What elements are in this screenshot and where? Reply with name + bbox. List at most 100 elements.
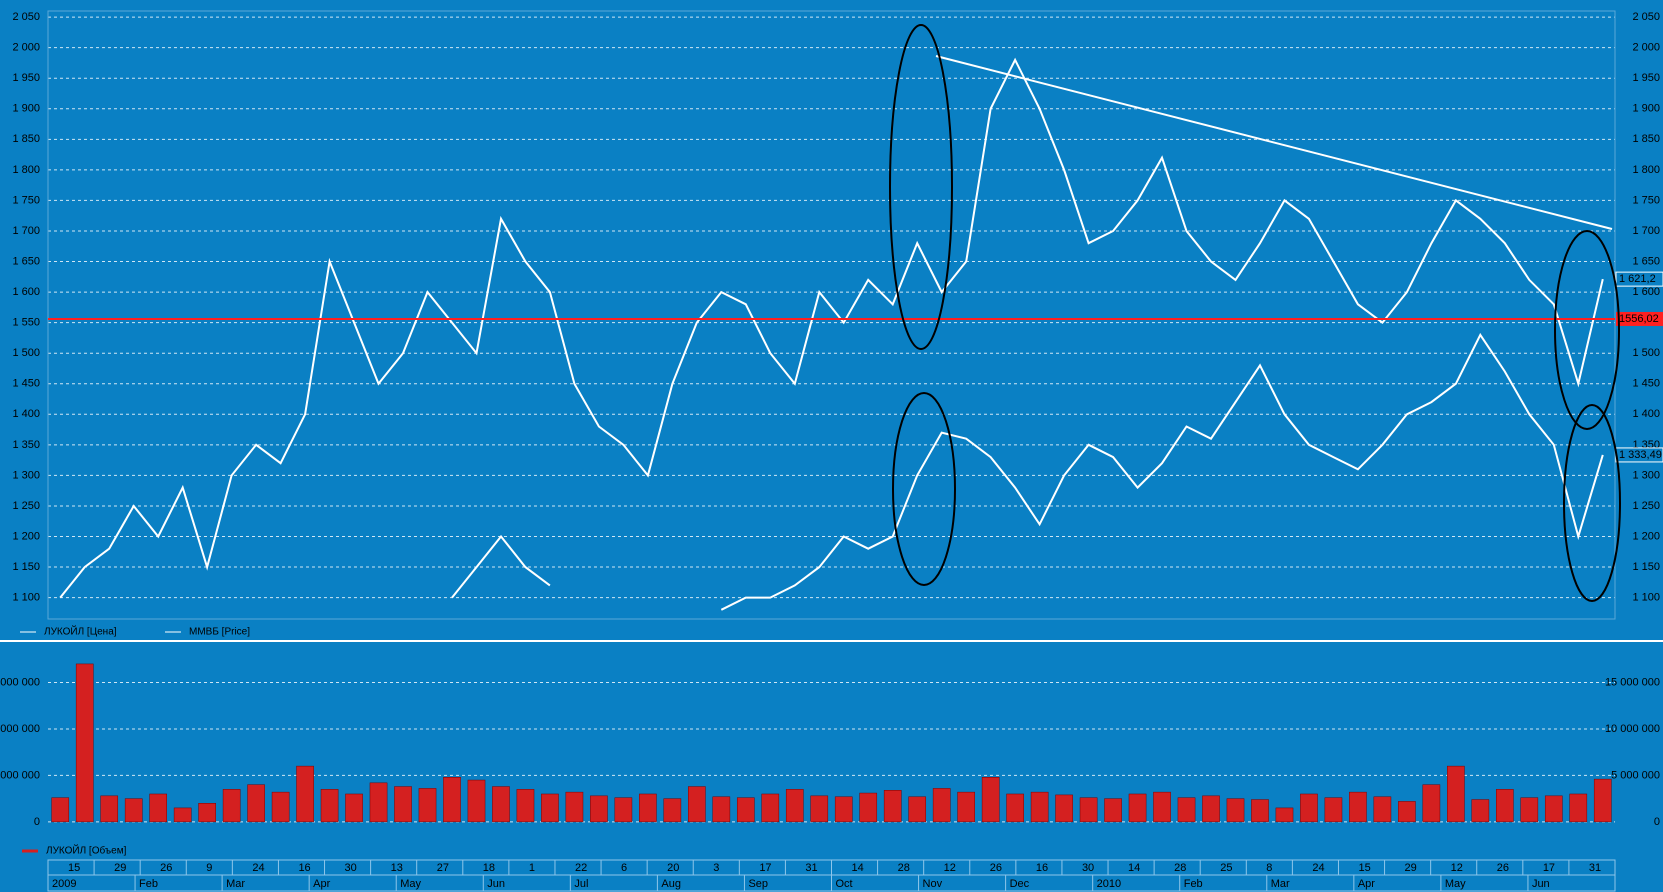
- plot-frame: [47, 10, 1616, 620]
- y-tick-label-right: 1 400: [1632, 408, 1660, 420]
- volume-bar: [1593, 778, 1612, 823]
- month-label: 2010: [1097, 878, 1121, 890]
- ellipse: [892, 392, 956, 586]
- day-label: 29: [1405, 862, 1417, 874]
- y-tick-label-right: 2 050: [1632, 11, 1660, 23]
- volume-bar: [394, 786, 412, 823]
- volume-bar: [614, 797, 633, 823]
- ellipse: [1554, 230, 1620, 430]
- day-label: 29: [114, 862, 126, 874]
- volume-bar: [1055, 794, 1073, 823]
- volume-bar: [859, 792, 878, 823]
- y-tick-label: 1 250: [12, 500, 40, 512]
- volume-bar: [198, 803, 216, 823]
- volume-bar: [345, 793, 363, 823]
- day-label: 20: [667, 862, 679, 874]
- volume-bar: [1006, 793, 1024, 823]
- volume-bar: [565, 791, 584, 823]
- y-tick-label-right: 15 000 000: [1605, 676, 1660, 688]
- y-tick-label-right: 1 900: [1632, 103, 1660, 115]
- month-label: 2009: [52, 878, 76, 890]
- y-tick-label: 1 950: [12, 72, 40, 84]
- y-tick-label-right: 10 000 000: [1605, 723, 1660, 735]
- y-tick-label-right: 5 000 000: [1611, 769, 1660, 781]
- volume-bar: [320, 789, 339, 823]
- day-label: 6: [621, 862, 627, 874]
- month-label: Apr: [1358, 878, 1375, 890]
- day-label: 22: [575, 862, 587, 874]
- day-label: 9: [206, 862, 212, 874]
- day-label: 31: [1589, 862, 1601, 874]
- y-tick-label-right: 1 950: [1632, 72, 1660, 84]
- day-label: 15: [1358, 862, 1370, 874]
- volume-bar: [688, 786, 706, 823]
- month-label: Dec: [1010, 878, 1030, 890]
- volume-bar: [1275, 807, 1294, 823]
- day-label: 16: [298, 862, 310, 874]
- y-tick-label: 2 050: [12, 11, 40, 23]
- month-label: Oct: [836, 878, 853, 890]
- day-label: 18: [483, 862, 495, 874]
- volume-bar: [932, 788, 951, 823]
- volume-bar: [1079, 797, 1098, 823]
- day-label: 12: [944, 862, 956, 874]
- day-label: 17: [759, 862, 771, 874]
- last-value-box: [1615, 271, 1663, 287]
- volume-bar: [516, 789, 535, 823]
- volume-bar: [761, 793, 780, 823]
- y-tick-label: 1 900: [12, 103, 40, 115]
- day-label: 13: [391, 862, 403, 874]
- volume-bar: [1104, 798, 1122, 823]
- volume-bar: [173, 807, 192, 823]
- volume-bar: [1447, 765, 1465, 823]
- volume-bar: [1128, 793, 1147, 823]
- y-tick-label: 1 550: [12, 317, 40, 329]
- volume-bar: [639, 793, 657, 823]
- legend-label: ММВБ [Price]: [189, 627, 250, 638]
- last-value-label: 1 621,2: [1619, 273, 1656, 285]
- y-tick-label-right: 1 750: [1632, 194, 1660, 206]
- y-tick-label: 1 750: [12, 194, 40, 206]
- month-label: Mar: [1271, 878, 1290, 890]
- y-tick-label: 1 700: [12, 225, 40, 237]
- y-tick-label: 1 150: [12, 561, 40, 573]
- ellipse: [889, 24, 953, 350]
- day-label: 25: [1220, 862, 1232, 874]
- day-label: 26: [990, 862, 1002, 874]
- month-label: May: [400, 878, 421, 890]
- volume-bar: [1520, 797, 1539, 823]
- y-tick-label: 1 800: [12, 164, 40, 176]
- month-label: Feb: [139, 878, 158, 890]
- y-tick-label: 1 300: [12, 469, 40, 481]
- volume-bar: [51, 797, 70, 823]
- volume-bar: [1496, 789, 1514, 823]
- y-tick-label: 1 400: [12, 408, 40, 420]
- annotations: [889, 24, 1621, 602]
- trend-line: [935, 55, 1613, 230]
- volume-bar: [1226, 798, 1245, 823]
- volume-bar: [883, 790, 902, 823]
- y-tick-label-right: 1 500: [1632, 347, 1660, 359]
- day-label: 14: [852, 862, 864, 874]
- month-label: Nov: [923, 878, 943, 890]
- volume-bar: [1251, 799, 1269, 823]
- volume-bar: [541, 793, 559, 823]
- volume-bar: [222, 789, 241, 823]
- day-label: 15: [68, 862, 80, 874]
- y-tick-label-right: 1 600: [1632, 286, 1660, 298]
- day-label: 14: [1128, 862, 1140, 874]
- volume-bar: [443, 777, 461, 823]
- y-tick-label-right: 1 150: [1632, 561, 1660, 573]
- day-label: 1: [529, 862, 535, 874]
- volume-bar: [834, 796, 853, 823]
- y-tick-label-right: 1 450: [1632, 378, 1660, 390]
- volume-bar: [467, 779, 486, 823]
- y-tick-label-right: 1 850: [1632, 133, 1660, 145]
- month-label: May: [1445, 878, 1466, 890]
- y-tick-label-right: 1 700: [1632, 225, 1660, 237]
- month-label: Jul: [574, 878, 588, 890]
- day-label: 27: [437, 862, 449, 874]
- y-tick-label: 0: [34, 816, 40, 828]
- day-label: 24: [1312, 862, 1324, 874]
